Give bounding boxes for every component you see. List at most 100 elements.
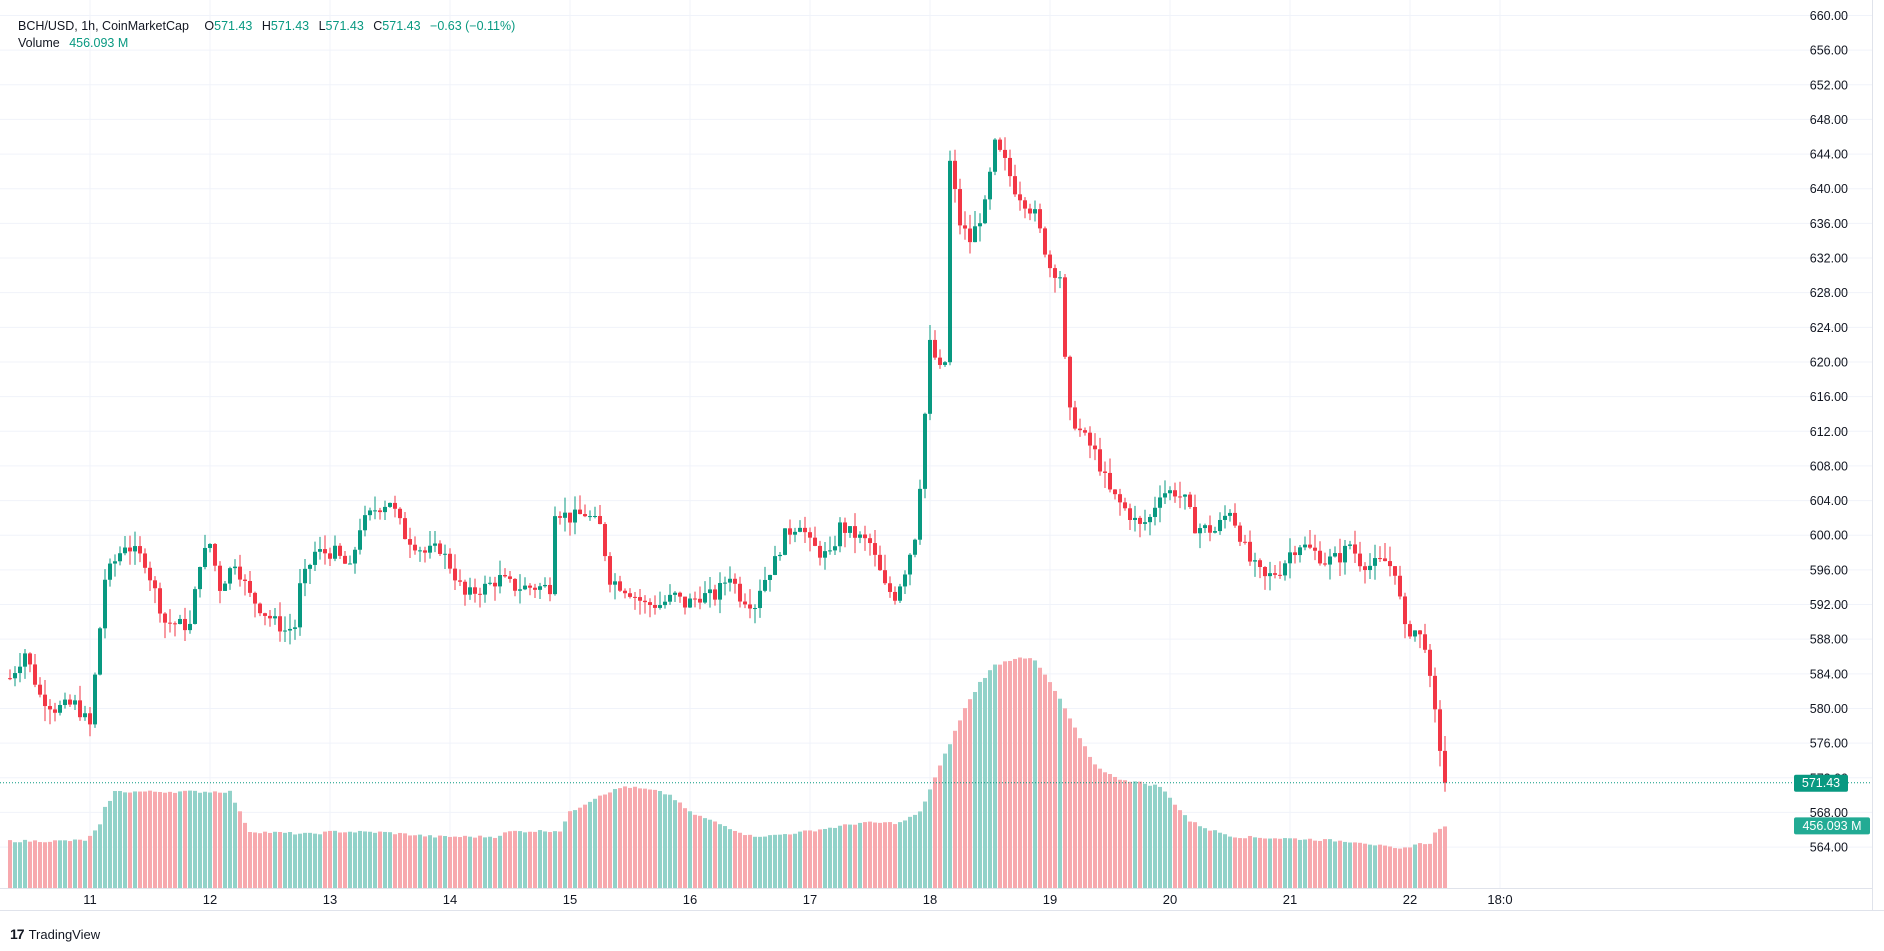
candle[interactable] <box>1153 496 1157 526</box>
candle[interactable] <box>693 591 697 608</box>
candle[interactable] <box>723 576 727 596</box>
candle[interactable] <box>598 504 602 525</box>
candle[interactable] <box>1118 488 1122 516</box>
candle[interactable] <box>1053 264 1057 293</box>
candle[interactable] <box>548 577 552 602</box>
candle[interactable] <box>413 536 417 555</box>
candle[interactable] <box>1103 461 1107 489</box>
candle[interactable] <box>443 544 447 569</box>
candle[interactable] <box>873 530 877 567</box>
candle[interactable] <box>1228 509 1232 522</box>
candle[interactable] <box>1303 536 1307 551</box>
candle[interactable] <box>618 575 622 593</box>
candle[interactable] <box>1188 491 1192 509</box>
candle[interactable] <box>743 593 747 609</box>
candle[interactable] <box>263 612 267 626</box>
candle[interactable] <box>1033 200 1037 222</box>
candle[interactable] <box>1358 541 1362 572</box>
candle[interactable] <box>903 570 907 595</box>
candle[interactable] <box>1373 544 1377 580</box>
candle[interactable] <box>1368 553 1372 579</box>
candle[interactable] <box>288 613 292 645</box>
candle[interactable] <box>1293 545 1297 564</box>
candle[interactable] <box>243 574 247 596</box>
candle[interactable] <box>213 542 217 572</box>
candle[interactable] <box>1043 226 1047 258</box>
candle[interactable] <box>58 700 62 716</box>
candle[interactable] <box>513 578 517 597</box>
candle[interactable] <box>1423 623 1427 654</box>
candle[interactable] <box>563 497 567 532</box>
candle[interactable] <box>663 595 667 609</box>
candle[interactable] <box>1098 437 1102 476</box>
candle[interactable] <box>128 535 132 565</box>
candle[interactable] <box>668 584 672 605</box>
candle[interactable] <box>653 595 657 615</box>
candle[interactable] <box>1083 427 1087 436</box>
candle[interactable] <box>1013 164 1017 197</box>
candle[interactable] <box>1023 197 1027 219</box>
candle[interactable] <box>643 595 647 614</box>
candle[interactable] <box>1063 273 1067 360</box>
candle[interactable] <box>628 588 632 599</box>
candle[interactable] <box>158 582 162 623</box>
candle[interactable] <box>683 596 687 615</box>
candle[interactable] <box>908 553 912 586</box>
candle[interactable] <box>188 610 192 634</box>
candle[interactable] <box>833 535 837 556</box>
symbol-title[interactable]: BCH/USD, 1h, CoinMarketCap <box>18 19 189 33</box>
candle[interactable] <box>138 536 142 563</box>
candle[interactable] <box>848 526 852 538</box>
candle[interactable] <box>748 589 752 619</box>
candle[interactable] <box>1068 355 1072 421</box>
candle[interactable] <box>1233 503 1237 528</box>
candle[interactable] <box>1058 271 1062 289</box>
candle[interactable] <box>868 533 872 556</box>
candle[interactable] <box>1078 418 1082 437</box>
candle[interactable] <box>613 573 617 600</box>
candle[interactable] <box>783 528 787 556</box>
candle[interactable] <box>1178 481 1182 509</box>
candle[interactable] <box>238 554 242 587</box>
candle[interactable] <box>333 535 337 562</box>
candle[interactable] <box>403 512 407 540</box>
candle[interactable] <box>968 214 972 254</box>
candle[interactable] <box>418 546 422 562</box>
candle[interactable] <box>1213 526 1217 534</box>
candle[interactable] <box>1183 494 1187 510</box>
candle[interactable] <box>978 213 982 242</box>
candle[interactable] <box>353 546 357 574</box>
candle[interactable] <box>308 563 312 585</box>
candle[interactable] <box>538 582 542 599</box>
candle[interactable] <box>558 511 562 525</box>
candle[interactable] <box>143 548 147 574</box>
candle[interactable] <box>448 548 452 574</box>
candle[interactable] <box>758 579 762 618</box>
candle[interactable] <box>1288 538 1292 579</box>
candle[interactable] <box>588 510 592 521</box>
candle[interactable] <box>1308 529 1312 550</box>
candle[interactable] <box>948 150 952 366</box>
candle[interactable] <box>708 576 712 608</box>
candle[interactable] <box>793 527 797 543</box>
candle[interactable] <box>1123 497 1127 511</box>
candle[interactable] <box>508 571 512 583</box>
candle[interactable] <box>1323 552 1327 567</box>
candle[interactable] <box>1203 523 1207 534</box>
candle[interactable] <box>383 500 387 521</box>
candle[interactable] <box>373 496 377 520</box>
candle[interactable] <box>603 522 607 562</box>
candle[interactable] <box>1248 530 1252 566</box>
candle[interactable] <box>93 672 97 728</box>
candle[interactable] <box>938 349 942 369</box>
candle[interactable] <box>798 520 802 533</box>
candle[interactable] <box>1298 545 1302 563</box>
candle[interactable] <box>1238 522 1242 547</box>
candle[interactable] <box>198 566 202 598</box>
candle[interactable] <box>1163 480 1167 505</box>
candle[interactable] <box>578 495 582 515</box>
candle[interactable] <box>993 138 997 176</box>
candle[interactable] <box>1173 482 1177 503</box>
candle[interactable] <box>1113 489 1117 500</box>
